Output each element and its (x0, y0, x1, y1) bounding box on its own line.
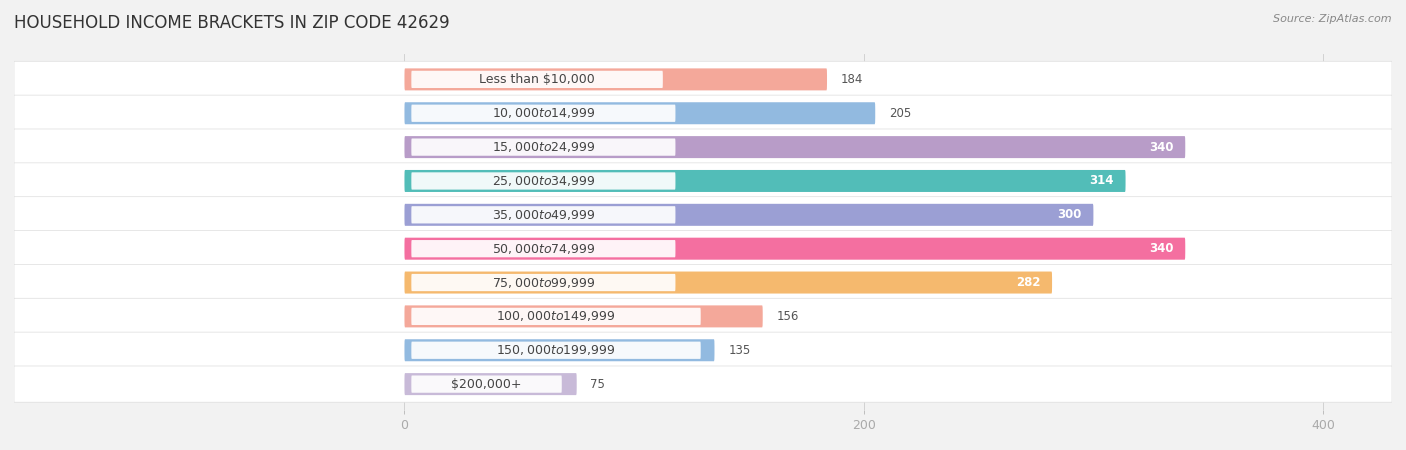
FancyBboxPatch shape (14, 61, 1392, 98)
FancyBboxPatch shape (412, 375, 562, 393)
Text: $15,000 to $24,999: $15,000 to $24,999 (492, 140, 595, 154)
FancyBboxPatch shape (405, 339, 714, 361)
FancyBboxPatch shape (14, 265, 1392, 301)
Text: 75: 75 (591, 378, 606, 391)
Text: 135: 135 (728, 344, 751, 357)
Text: 184: 184 (841, 73, 863, 86)
FancyBboxPatch shape (412, 240, 675, 257)
FancyBboxPatch shape (14, 129, 1392, 165)
Text: HOUSEHOLD INCOME BRACKETS IN ZIP CODE 42629: HOUSEHOLD INCOME BRACKETS IN ZIP CODE 42… (14, 14, 450, 32)
FancyBboxPatch shape (405, 136, 1185, 158)
FancyBboxPatch shape (412, 172, 675, 189)
FancyBboxPatch shape (412, 104, 675, 122)
FancyBboxPatch shape (412, 308, 700, 325)
FancyBboxPatch shape (412, 206, 675, 224)
Text: Source: ZipAtlas.com: Source: ZipAtlas.com (1274, 14, 1392, 23)
FancyBboxPatch shape (405, 68, 827, 90)
Text: 156: 156 (776, 310, 799, 323)
Text: $200,000+: $200,000+ (451, 378, 522, 391)
FancyBboxPatch shape (405, 170, 1126, 192)
FancyBboxPatch shape (14, 163, 1392, 199)
FancyBboxPatch shape (14, 332, 1392, 369)
FancyBboxPatch shape (14, 230, 1392, 267)
Text: $10,000 to $14,999: $10,000 to $14,999 (492, 106, 595, 120)
Text: $150,000 to $199,999: $150,000 to $199,999 (496, 343, 616, 357)
FancyBboxPatch shape (412, 71, 662, 88)
Text: $35,000 to $49,999: $35,000 to $49,999 (492, 208, 595, 222)
Text: 314: 314 (1090, 175, 1114, 188)
Text: 282: 282 (1017, 276, 1040, 289)
Text: 340: 340 (1149, 140, 1174, 153)
FancyBboxPatch shape (14, 298, 1392, 334)
FancyBboxPatch shape (14, 366, 1392, 402)
FancyBboxPatch shape (405, 204, 1094, 226)
Text: 300: 300 (1057, 208, 1083, 221)
FancyBboxPatch shape (405, 102, 876, 124)
Text: 340: 340 (1149, 242, 1174, 255)
Text: $75,000 to $99,999: $75,000 to $99,999 (492, 275, 595, 289)
Text: $25,000 to $34,999: $25,000 to $34,999 (492, 174, 595, 188)
Text: Less than $10,000: Less than $10,000 (479, 73, 595, 86)
FancyBboxPatch shape (14, 95, 1392, 131)
FancyBboxPatch shape (412, 342, 700, 359)
FancyBboxPatch shape (405, 271, 1052, 293)
FancyBboxPatch shape (405, 306, 762, 328)
FancyBboxPatch shape (405, 373, 576, 395)
FancyBboxPatch shape (412, 274, 675, 291)
Text: $100,000 to $149,999: $100,000 to $149,999 (496, 310, 616, 324)
Text: $50,000 to $74,999: $50,000 to $74,999 (492, 242, 595, 256)
FancyBboxPatch shape (405, 238, 1185, 260)
Text: 205: 205 (889, 107, 911, 120)
FancyBboxPatch shape (412, 139, 675, 156)
FancyBboxPatch shape (14, 197, 1392, 233)
